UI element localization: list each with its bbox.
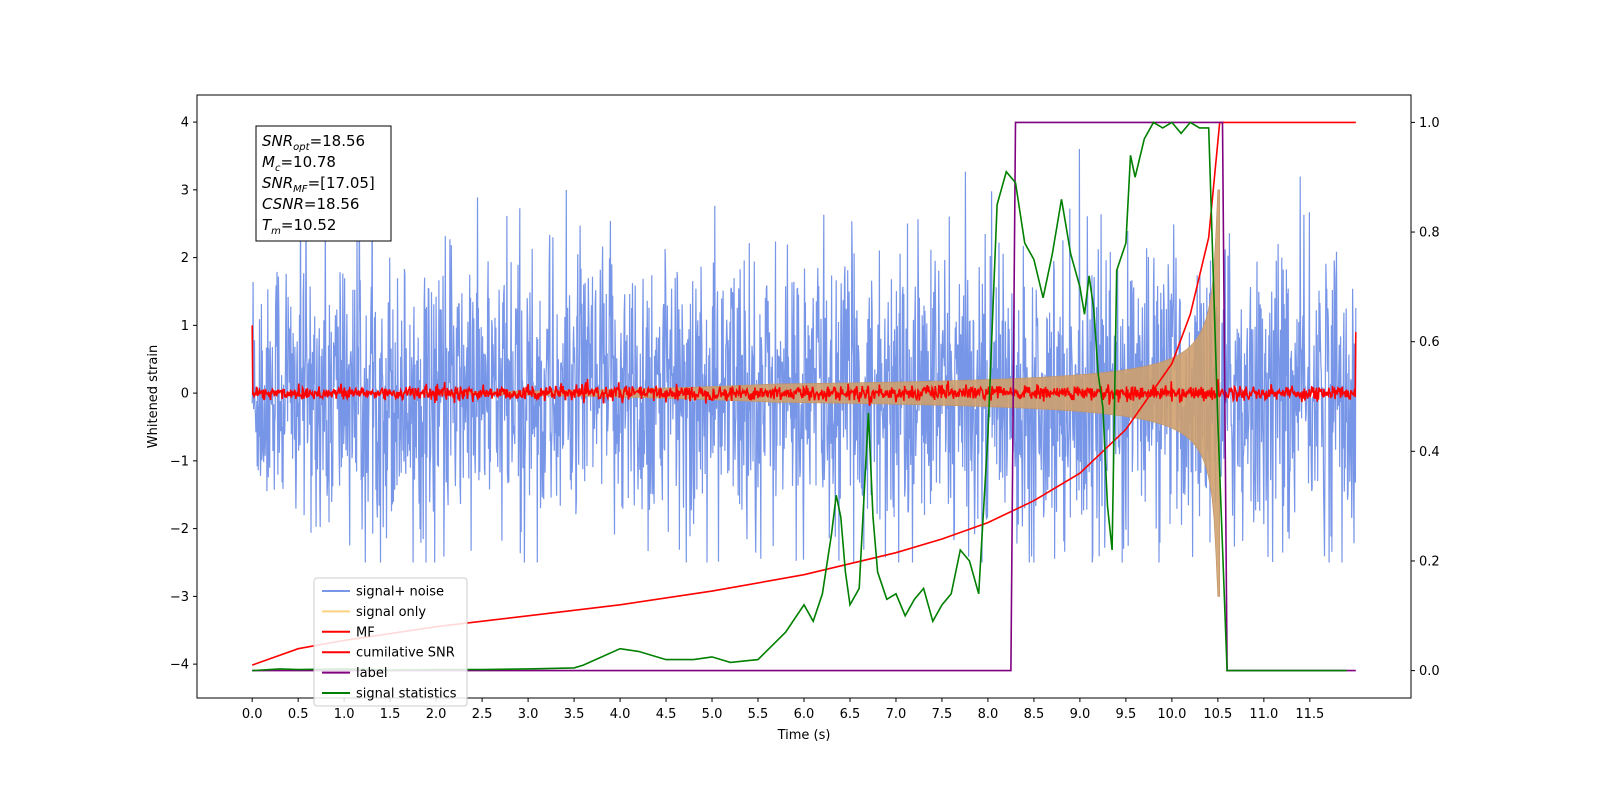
x-tick-label: 3.0: [518, 707, 539, 722]
annotation-box-border: [255, 125, 392, 242]
x-tick-label: 9.5: [1116, 707, 1137, 722]
legend-label-signal-only: signal only: [356, 605, 426, 620]
x-tick-label: 11.0: [1249, 707, 1278, 722]
y2-tick-label: 0.8: [1419, 226, 1440, 241]
x-tick-label: 8.0: [978, 707, 999, 722]
series-signal-statistics-line: [252, 121, 1347, 672]
annotation-line: Tm=10.52: [262, 216, 336, 237]
x-tick-label: 1.0: [334, 707, 355, 722]
x-tick-label: 5.5: [748, 707, 769, 722]
x-tick-label: 7.0: [886, 707, 907, 722]
x-tick-label: 6.5: [840, 707, 861, 722]
x-tick-label: 4.5: [656, 707, 677, 722]
legend-label-mf: MF: [356, 625, 375, 640]
legend-label-signal-noise: signal+ noise: [356, 585, 444, 600]
x-tick-label: 10.0: [1157, 707, 1186, 722]
x-tick-label: 0.0: [242, 707, 263, 722]
legend-label-signal-statistics: signal statistics: [356, 687, 457, 702]
y-tick-label: −3: [170, 590, 189, 605]
y-axis-right: 0.0 0.2 0.4 0.6 0.8 1.0: [1411, 116, 1440, 679]
y2-tick-label: 1.0: [1419, 116, 1440, 131]
x-tick-label: 2.5: [472, 707, 493, 722]
legend: signal+ noise signal only MF cumilative SNR…: [313, 577, 468, 707]
x-tick-label: 5.0: [702, 707, 723, 722]
x-axis-label: Time (s): [777, 728, 831, 743]
y2-tick-label: 0.2: [1419, 554, 1440, 569]
series-signal-noise-line: [251, 148, 1357, 563]
y-tick-label: −1: [170, 454, 189, 469]
x-tick-label: 1.5: [380, 707, 401, 722]
x-tick-label: 7.5: [932, 707, 953, 722]
x-tick-label: 8.5: [1024, 707, 1045, 722]
y-tick-label: 3: [181, 183, 189, 198]
stats-annotation-box: SNRopt=18.56Mc=10.78SNRMF=[17.05]CSNR=18…: [255, 125, 392, 242]
x-tick-label: 6.0: [794, 707, 815, 722]
x-tick-label: 3.5: [564, 707, 585, 722]
legend-label-cumilative-snr: cumilative SNR: [356, 646, 455, 661]
series-mf-line: [251, 325, 1357, 406]
y2-tick-label: 0.0: [1419, 664, 1440, 679]
legend-frame: [313, 577, 468, 707]
legend-label-label: label: [356, 666, 387, 681]
annotation-line: SNRopt=18.56: [262, 132, 365, 153]
y-axis-left: −4 −3 −2 −1 0 1 2 3 4: [170, 116, 197, 673]
y-tick-label: 4: [181, 116, 189, 131]
y-tick-label: 1: [181, 319, 189, 334]
y-tick-label: 0: [181, 387, 189, 402]
x-axis: 0.0 0.5 1.0 1.5 2.0 2.5 3.0 3.5 4.0 4.5 5.0 5.5 6.0 6…: [242, 698, 1324, 722]
x-tick-label: 10.5: [1203, 707, 1232, 722]
x-tick-label: 9.0: [1070, 707, 1091, 722]
series-layer: [251, 121, 1357, 672]
y2-tick-label: 0.4: [1419, 445, 1440, 460]
x-tick-label: 2.0: [426, 707, 447, 722]
y-axis-label: Whitened strain: [146, 345, 161, 448]
x-tick-label: 4.0: [610, 707, 631, 722]
x-tick-label: 11.5: [1295, 707, 1324, 722]
y-tick-label: 2: [181, 251, 189, 266]
annotation-line: CSNR=18.56: [262, 195, 359, 213]
y-tick-label: −4: [170, 658, 189, 673]
annotation-line: SNRMF=[17.05]: [262, 174, 375, 195]
annotation-line: Mc=10.78: [262, 153, 336, 174]
x-tick-label: 0.5: [288, 707, 309, 722]
y2-tick-label: 0.6: [1419, 335, 1440, 350]
y-tick-label: −2: [170, 522, 189, 537]
